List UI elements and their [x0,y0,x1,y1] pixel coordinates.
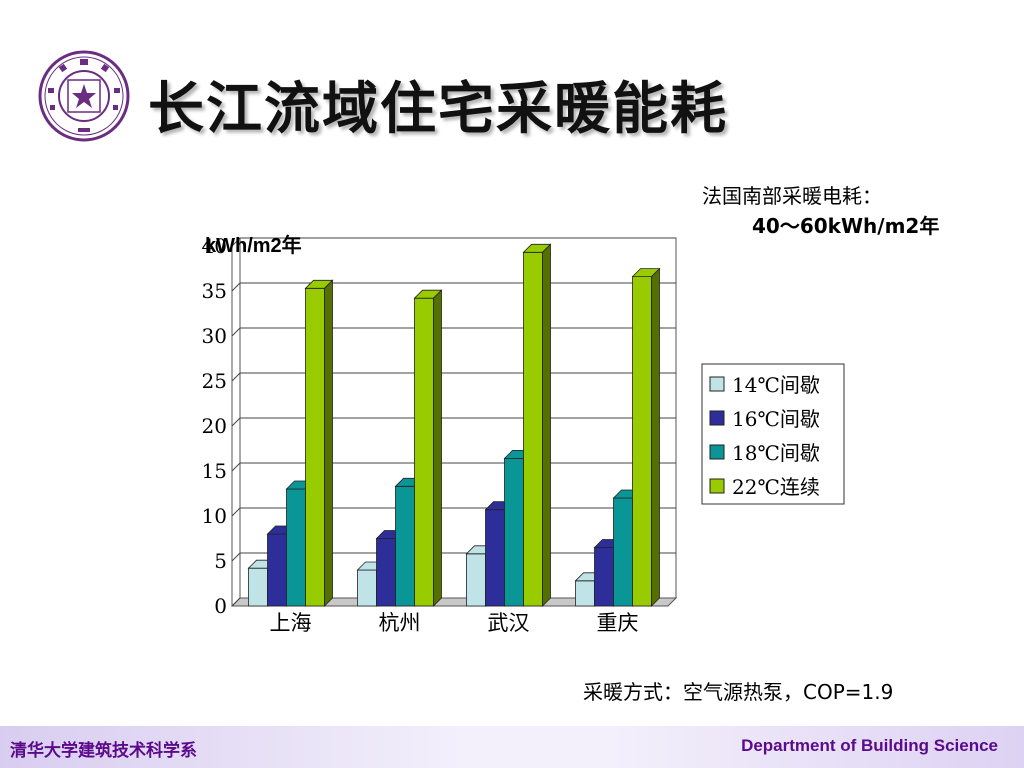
bar-2-3 [613,497,633,607]
legend-box [701,363,845,505]
y-tick-label: 5 [214,549,227,573]
bar-3-3 [632,276,652,607]
legend-swatch [709,410,725,426]
bar-1-3 [594,547,614,607]
legend-swatch [709,376,725,392]
x-tick-label: 武汉 [488,611,530,635]
y-tick-label: 30 [202,324,227,348]
bar-side-face [542,243,551,607]
bar-1-2 [485,509,505,607]
bar-1-1 [376,538,396,607]
bar-0-0 [248,567,268,607]
gridline-side [231,597,241,607]
gridline-side [231,462,241,472]
bar-side-face [433,289,442,607]
y-tick-label: 35 [202,279,227,303]
x-tick-label: 上海 [270,611,312,635]
footer-bar: 清华大学建筑技术科学系 Department of Building Scien… [0,726,1024,768]
footer-university: 清华大学建筑技术科学系 [10,741,197,761]
heating-method-note: 采暖方式：空气源热泵，COP=1.9 [583,680,894,704]
legend-swatch [709,478,725,494]
france-note-value: 40～60kWh/m2年 [752,214,940,238]
gridline-side [231,417,241,427]
bar-side-face [324,279,333,607]
bar-3-1 [414,297,434,607]
tsinghua-seal-logo [38,50,130,142]
y-tick-label: 0 [214,594,227,618]
bar-1-0 [267,533,287,607]
bar-3-0 [305,287,325,607]
y-tick-label: 15 [202,459,227,483]
bar-3-2 [523,251,543,607]
legend-swatch [709,444,725,460]
gridline-side [231,507,241,517]
gridline-side [231,372,241,382]
bar-side-face [651,267,660,607]
bar-0-3 [575,580,595,607]
gridline-side [231,327,241,337]
bar-2-2 [504,457,524,607]
bar-2-0 [286,488,306,607]
y-axis-title: kWh/m2年 [205,233,302,257]
y-tick-label: 25 [202,369,227,393]
slide-title: 长江流域住宅采暖能耗 [148,77,728,142]
x-tick-label: 杭州 [379,611,421,635]
bar-0-1 [357,569,377,607]
legend-label: 16℃间歇 [732,407,820,431]
y-tick-label: 10 [202,504,227,528]
y-tick-label: 40 [202,234,227,258]
legend-label: 14℃间歇 [732,373,820,397]
bar-0-2 [466,553,486,607]
france-note-label: 法国南部采暖电耗： [702,184,882,208]
gridline-side [231,552,241,562]
gridline-side [231,237,241,247]
x-tick-label: 重庆 [597,611,639,635]
y-tick-label: 20 [202,414,227,438]
gridline-side [231,282,241,292]
legend-label: 22℃连续 [732,475,820,499]
bar-2-1 [395,485,415,607]
footer-department: Department of Building Science [741,736,998,755]
legend-label: 18℃间歇 [732,441,820,465]
